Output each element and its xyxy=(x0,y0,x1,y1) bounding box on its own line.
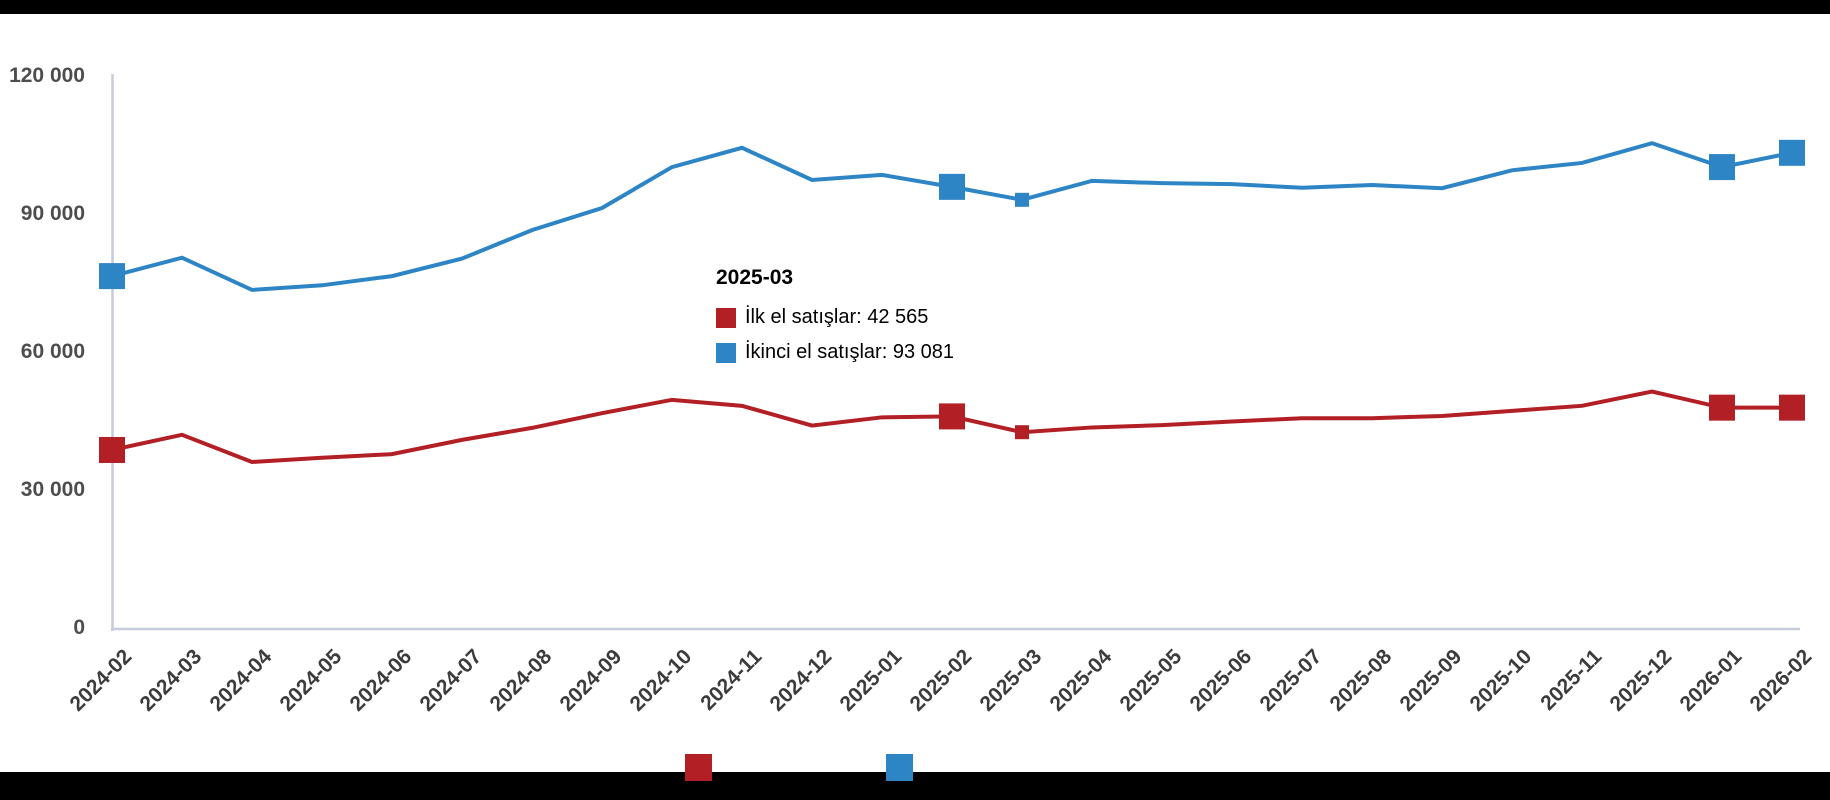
second-hand-marker[interactable] xyxy=(1709,154,1735,181)
hover-tooltip: 2025-03 İlk el satışlar: 42 565 İkinci e… xyxy=(716,266,954,376)
tooltip-row-first-hand: İlk el satışlar: 42 565 xyxy=(716,306,954,329)
first-hand-marker[interactable] xyxy=(1709,394,1735,421)
legend-swatch-second-hand[interactable] xyxy=(886,754,913,781)
first-hand-marker[interactable] xyxy=(99,436,125,463)
bottom-bar xyxy=(0,772,1830,800)
tooltip-second-hand-text: İkinci el satışlar: 93 081 xyxy=(745,341,954,363)
y-tick-label: 90 000 xyxy=(20,202,85,225)
first-hand-marker[interactable] xyxy=(939,403,965,430)
second-hand-marker[interactable] xyxy=(1779,139,1805,166)
legend-swatch-first-hand[interactable] xyxy=(685,754,712,781)
first-hand-marker[interactable] xyxy=(1779,394,1805,421)
tooltip-date-label: 2025-03 xyxy=(716,266,794,289)
top-bar xyxy=(0,0,1830,14)
y-tick-label: 30 000 xyxy=(20,478,85,501)
second-hand-swatch-icon xyxy=(716,342,736,363)
tooltip-row-second-hand: İkinci el satışlar: 93 081 xyxy=(716,341,954,364)
second-hand-marker[interactable] xyxy=(939,173,965,200)
y-tick-label: 0 xyxy=(73,616,85,639)
second-hand-hover-marker[interactable] xyxy=(1015,192,1029,207)
y-tick-label: 60 000 xyxy=(20,340,85,363)
second-hand-marker[interactable] xyxy=(99,263,125,290)
tooltip-first-hand-text: İlk el satışlar: 42 565 xyxy=(745,306,929,328)
first-hand-hover-marker[interactable] xyxy=(1015,425,1029,440)
first-hand-swatch-icon xyxy=(716,307,736,328)
y-tick-label: 120 000 xyxy=(9,64,85,87)
